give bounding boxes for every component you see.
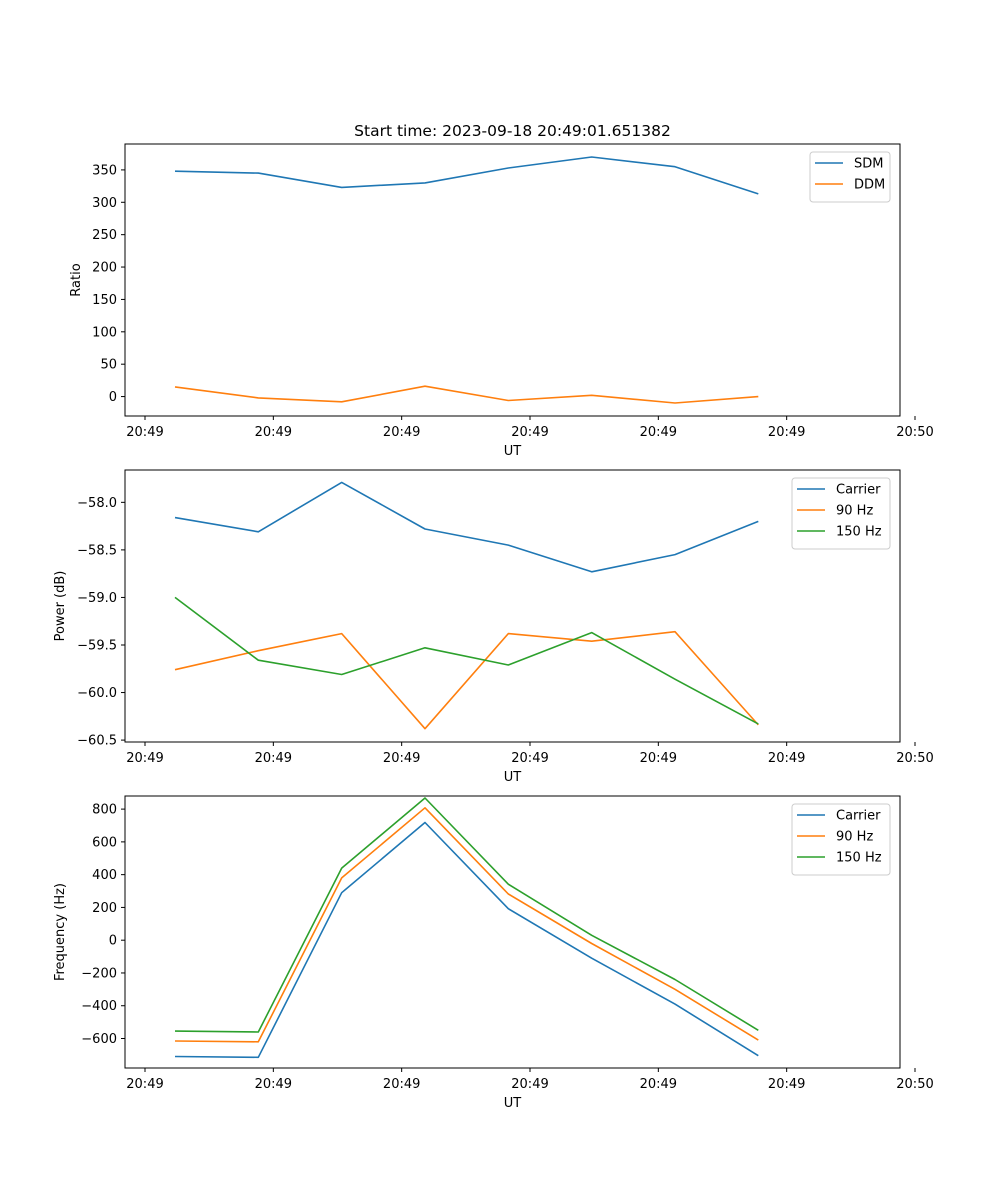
legend: Carrier 90 Hz 150 Hz xyxy=(791,803,891,876)
y-axis-label: Frequency (Hz) xyxy=(53,883,68,981)
y-tick-label: 600 xyxy=(92,835,117,850)
series-line-carrier xyxy=(174,481,759,573)
y-axis-label: Ratio xyxy=(69,263,84,296)
y-tick-label: 100 xyxy=(92,325,117,340)
x-tick-label: 20:49 xyxy=(383,425,420,440)
x-tick-label: 20:49 xyxy=(640,1077,677,1092)
legend-label: 150 Hz xyxy=(836,851,882,866)
legend-label: 150 Hz xyxy=(836,525,882,540)
y-tick-label: −400 xyxy=(81,999,117,1014)
legend-label: 90 Hz xyxy=(836,504,873,519)
y-tick-label: 400 xyxy=(92,868,117,883)
x-tick-label: 20:49 xyxy=(768,751,805,766)
legend-box xyxy=(809,151,891,203)
y-tick-label: 200 xyxy=(92,901,117,916)
y-tick-label: 300 xyxy=(92,196,117,211)
y-tick-label: −200 xyxy=(81,966,117,981)
x-tick-label: 20:49 xyxy=(383,1077,420,1092)
chart-title: Start time: 2023-09-18 20:49:01.651382 xyxy=(354,122,671,140)
subplots: Start time: 2023-09-18 20:49:01.651382 0 5… xyxy=(53,122,934,1111)
y-tick-label: 50 xyxy=(100,358,117,373)
legend-label: DDM xyxy=(854,178,885,193)
y-tick-label: 250 xyxy=(92,228,117,243)
subplot-1: Start time: 2023-09-18 20:49:01.651382 0 5… xyxy=(69,122,934,459)
legend: Carrier 90 Hz 150 Hz xyxy=(791,477,891,550)
y-tick-label: 800 xyxy=(92,803,117,818)
x-tick-label: 20:49 xyxy=(255,1077,292,1092)
y-tick-label: −58.0 xyxy=(77,496,117,511)
series-line-90-hz xyxy=(174,806,759,1043)
series-line-sdm xyxy=(174,156,759,195)
x-tick-label: 20:49 xyxy=(511,1077,548,1092)
x-tick-label: 20:49 xyxy=(640,751,677,766)
subplot-2: −60.5 −60.0 −59.5 −59.0 −58.5 −58.0 20:49 20:49… xyxy=(53,469,934,785)
series-line-150-hz xyxy=(174,596,759,725)
y-tick-label: 350 xyxy=(92,163,117,178)
x-tick-label: 20:49 xyxy=(255,751,292,766)
x-tick-label: 20:49 xyxy=(768,1077,805,1092)
x-tick-label: 20:50 xyxy=(896,425,933,440)
x-axis-label: UT xyxy=(504,444,522,459)
legend: SDM DDM xyxy=(809,151,891,203)
x-tick-label: 20:49 xyxy=(126,1077,163,1092)
series-line-carrier xyxy=(174,821,759,1059)
y-tick-label: 0 xyxy=(109,390,117,405)
legend-label: 90 Hz xyxy=(836,830,873,845)
y-tick-label: −600 xyxy=(81,1032,117,1047)
legend-label: Carrier xyxy=(836,483,881,498)
series-line-ddm xyxy=(174,385,759,404)
x-tick-label: 20:49 xyxy=(768,425,805,440)
legend-label: Carrier xyxy=(836,809,881,824)
y-tick-label: 200 xyxy=(92,261,117,276)
y-tick-label: 150 xyxy=(92,293,117,308)
x-tick-label: 20:49 xyxy=(126,425,163,440)
x-axis-label: UT xyxy=(504,1096,522,1111)
x-tick-label: 20:49 xyxy=(126,751,163,766)
y-tick-label: −59.0 xyxy=(77,591,117,606)
axes-frame xyxy=(124,143,901,417)
x-tick-label: 20:50 xyxy=(896,1077,933,1092)
y-tick-label: −60.0 xyxy=(77,686,117,701)
y-tick-label: −58.5 xyxy=(77,543,117,558)
x-tick-label: 20:49 xyxy=(383,751,420,766)
series-line-150-hz xyxy=(174,797,759,1033)
series-line-90-hz xyxy=(174,630,759,730)
x-tick-label: 20:50 xyxy=(896,751,933,766)
subplot-3: −600 −400 −200 0 200 400 600 800 20:49 20:49 20:49… xyxy=(53,795,934,1111)
x-tick-label: 20:49 xyxy=(255,425,292,440)
axes-frame xyxy=(124,469,901,743)
y-tick-label: 0 xyxy=(109,934,117,949)
x-axis-label: UT xyxy=(504,770,522,785)
y-axis-label: Power (dB) xyxy=(53,571,68,642)
y-tick-label: −60.5 xyxy=(77,734,117,749)
axes-frame xyxy=(124,795,901,1069)
x-tick-label: 20:49 xyxy=(640,425,677,440)
legend-label: SDM xyxy=(854,157,883,172)
y-tick-label: −59.5 xyxy=(77,638,117,653)
x-tick-label: 20:49 xyxy=(511,425,548,440)
x-tick-label: 20:49 xyxy=(511,751,548,766)
